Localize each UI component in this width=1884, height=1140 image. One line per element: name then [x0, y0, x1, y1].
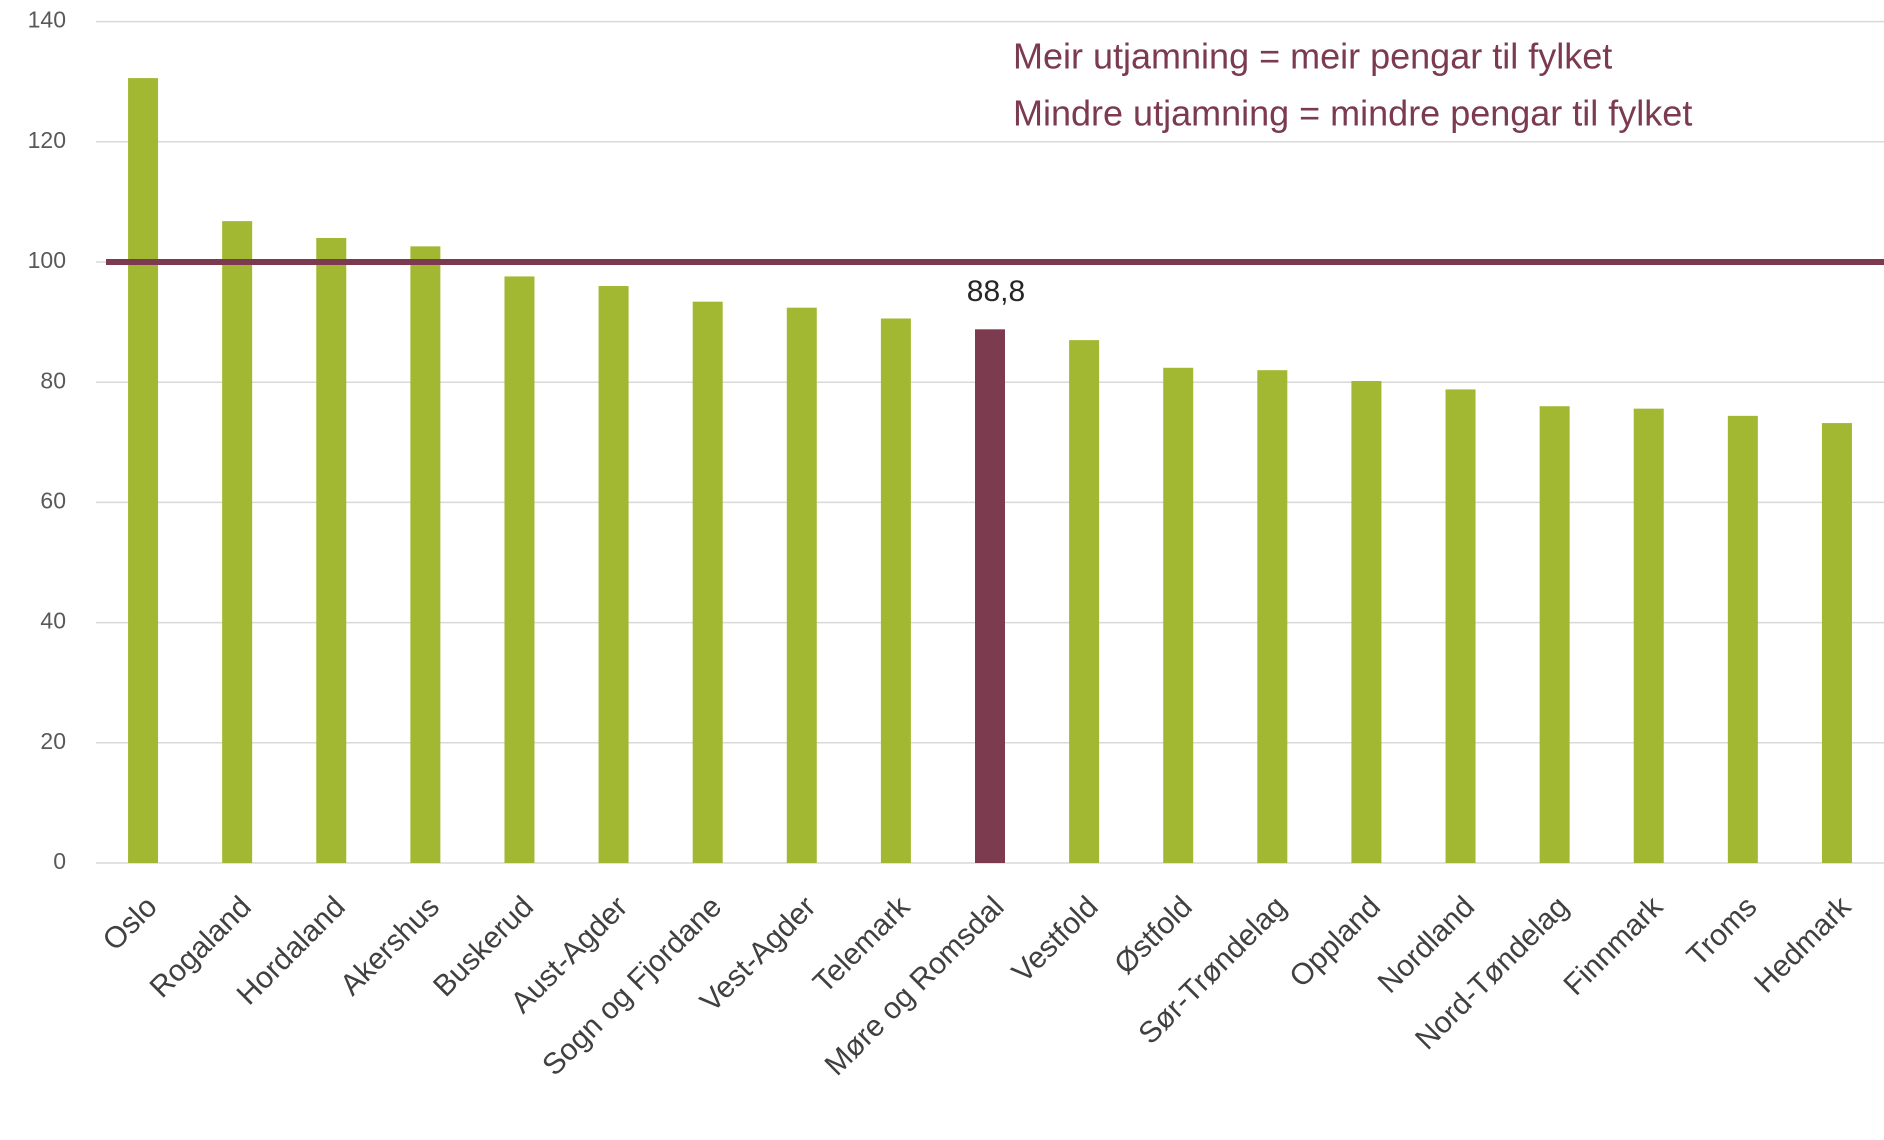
y-tick-label: 20	[40, 728, 66, 754]
x-tick-label: Hedmark	[1748, 890, 1858, 1000]
x-tick-label: Østfold	[1108, 890, 1199, 981]
bar	[1728, 416, 1758, 863]
bar	[504, 276, 534, 863]
x-tick-label: Oslo	[97, 890, 164, 957]
bar	[316, 238, 346, 863]
bar	[410, 246, 440, 863]
bar	[222, 221, 252, 863]
bar	[693, 302, 723, 863]
bar	[1446, 389, 1476, 863]
y-tick-label: 140	[28, 7, 66, 33]
annotation: Meir utjamning = meir pengar til fylket	[1013, 36, 1612, 77]
y-tick-label: 0	[53, 848, 66, 874]
y-tick-label: 60	[40, 487, 66, 513]
annotation: Mindre utjamning = mindre pengar til fyl…	[1013, 93, 1692, 134]
x-tick-label: Oppland	[1283, 890, 1387, 994]
bar	[881, 318, 911, 863]
bar	[128, 78, 158, 863]
bar	[1351, 381, 1381, 863]
bar	[1257, 370, 1287, 863]
x-tick-label: Troms	[1681, 890, 1764, 973]
x-tick-label: Sogn og Fjordane	[536, 890, 728, 1082]
x-tick-label: Møre og Romsdal	[819, 890, 1011, 1082]
data-label: 88,8	[967, 275, 1025, 308]
bar	[599, 286, 629, 863]
bar	[1163, 368, 1193, 863]
bar	[1069, 340, 1099, 863]
y-tick-label: 80	[40, 367, 66, 393]
bar	[1634, 409, 1664, 863]
x-tick-label: Vestfold	[1006, 890, 1105, 989]
y-tick-label: 100	[28, 247, 66, 273]
bar	[1822, 423, 1852, 863]
y-tick-label: 40	[40, 608, 66, 634]
page: 020406080100120140OsloRogalandHordalandA…	[0, 0, 1884, 1140]
x-tick-label: Akershus	[334, 890, 446, 1002]
bar	[975, 329, 1005, 863]
bar	[787, 308, 817, 863]
y-tick-label: 120	[28, 127, 66, 153]
chart: 020406080100120140OsloRogalandHordalandA…	[0, 0, 1884, 1140]
bar	[1540, 406, 1570, 863]
x-tick-label: Finnmark	[1558, 890, 1670, 1002]
